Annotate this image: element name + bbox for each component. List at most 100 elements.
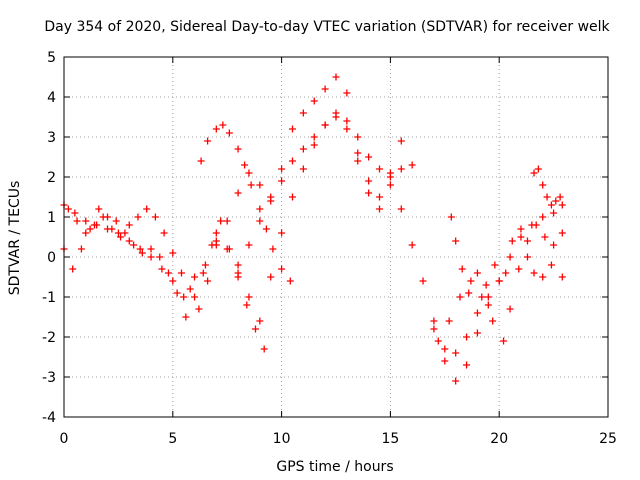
- data-point: [534, 165, 542, 173]
- data-point: [441, 357, 449, 365]
- data-point: [397, 165, 405, 173]
- data-point: [515, 265, 523, 273]
- data-point: [452, 377, 460, 385]
- data-point: [321, 85, 329, 93]
- series-10: [530, 165, 564, 209]
- grid: [64, 57, 608, 417]
- data-point: [517, 225, 525, 233]
- data-point: [456, 293, 464, 301]
- data-point: [136, 245, 144, 253]
- data-point: [467, 277, 475, 285]
- data-point: [95, 205, 103, 213]
- data-point: [195, 305, 203, 313]
- data-point: [267, 197, 275, 205]
- series-1: [60, 73, 566, 385]
- data-point: [508, 237, 516, 245]
- data-point: [147, 245, 155, 253]
- data-point: [278, 265, 286, 273]
- x-tick-label: 20: [490, 431, 508, 447]
- data-point: [223, 245, 231, 253]
- data-point: [550, 241, 558, 249]
- data-point: [173, 289, 181, 297]
- y-tick-label: -3: [42, 370, 56, 386]
- data-point: [465, 289, 473, 297]
- data-point: [430, 317, 438, 325]
- data-point: [201, 261, 209, 269]
- data-point: [151, 213, 159, 221]
- data-point: [278, 229, 286, 237]
- data-point: [523, 253, 531, 261]
- data-point: [245, 241, 253, 249]
- data-point: [256, 181, 264, 189]
- data-point: [234, 269, 242, 277]
- data-point: [147, 253, 155, 261]
- data-point: [558, 229, 566, 237]
- data-point: [138, 249, 146, 257]
- data-point: [495, 277, 503, 285]
- data-point: [550, 209, 558, 217]
- data-point: [547, 201, 555, 209]
- data-point: [197, 157, 205, 165]
- data-point: [219, 121, 227, 129]
- data-point: [243, 301, 251, 309]
- data-point: [532, 221, 540, 229]
- data-point: [234, 261, 242, 269]
- data-point: [445, 317, 453, 325]
- data-point: [143, 205, 151, 213]
- data-point: [354, 157, 362, 165]
- data-point: [251, 325, 259, 333]
- chart-title: Day 354 of 2020, Sidereal Day-to-day VTE…: [44, 19, 610, 35]
- data-point: [269, 245, 277, 253]
- series-7: [430, 225, 566, 357]
- data-point: [408, 241, 416, 249]
- data-point: [434, 337, 442, 345]
- x-tick-label: 15: [381, 431, 399, 447]
- data-point: [343, 117, 351, 125]
- data-point: [556, 193, 564, 201]
- data-point: [419, 277, 427, 285]
- data-point: [523, 237, 531, 245]
- data-point: [186, 285, 194, 293]
- x-tick-label: 0: [60, 431, 69, 447]
- data-point: [208, 241, 216, 249]
- data-point: [517, 233, 525, 241]
- data-point: [212, 237, 220, 245]
- x-tick-label: 5: [168, 431, 177, 447]
- y-tick-label: 1: [47, 210, 56, 226]
- data-point: [502, 269, 510, 277]
- data-point: [463, 361, 471, 369]
- data-point: [64, 205, 72, 213]
- data-point: [473, 269, 481, 277]
- data-point: [310, 141, 318, 149]
- data-point: [463, 333, 471, 341]
- data-point: [491, 261, 499, 269]
- data-point: [558, 201, 566, 209]
- data-point: [199, 269, 207, 277]
- series-4: [197, 121, 294, 285]
- y-tick-label: -2: [42, 330, 56, 346]
- data-point: [82, 229, 90, 237]
- series-6: [234, 113, 405, 269]
- data-point: [117, 233, 125, 241]
- data-point: [180, 293, 188, 301]
- data-point: [125, 237, 133, 245]
- data-point: [262, 225, 270, 233]
- data-point: [204, 277, 212, 285]
- series-8: [434, 221, 566, 345]
- data-point: [245, 293, 253, 301]
- data-point: [458, 265, 466, 273]
- data-point: [397, 205, 405, 213]
- data-point: [506, 305, 514, 313]
- data-point: [212, 125, 220, 133]
- data-point: [354, 149, 362, 157]
- data-point: [108, 225, 116, 233]
- y-tick-label: 3: [47, 130, 56, 146]
- data-point: [478, 293, 486, 301]
- data-point: [86, 225, 94, 233]
- data-point: [73, 217, 81, 225]
- data-point: [332, 113, 340, 121]
- data-point: [99, 213, 107, 221]
- data-point: [158, 265, 166, 273]
